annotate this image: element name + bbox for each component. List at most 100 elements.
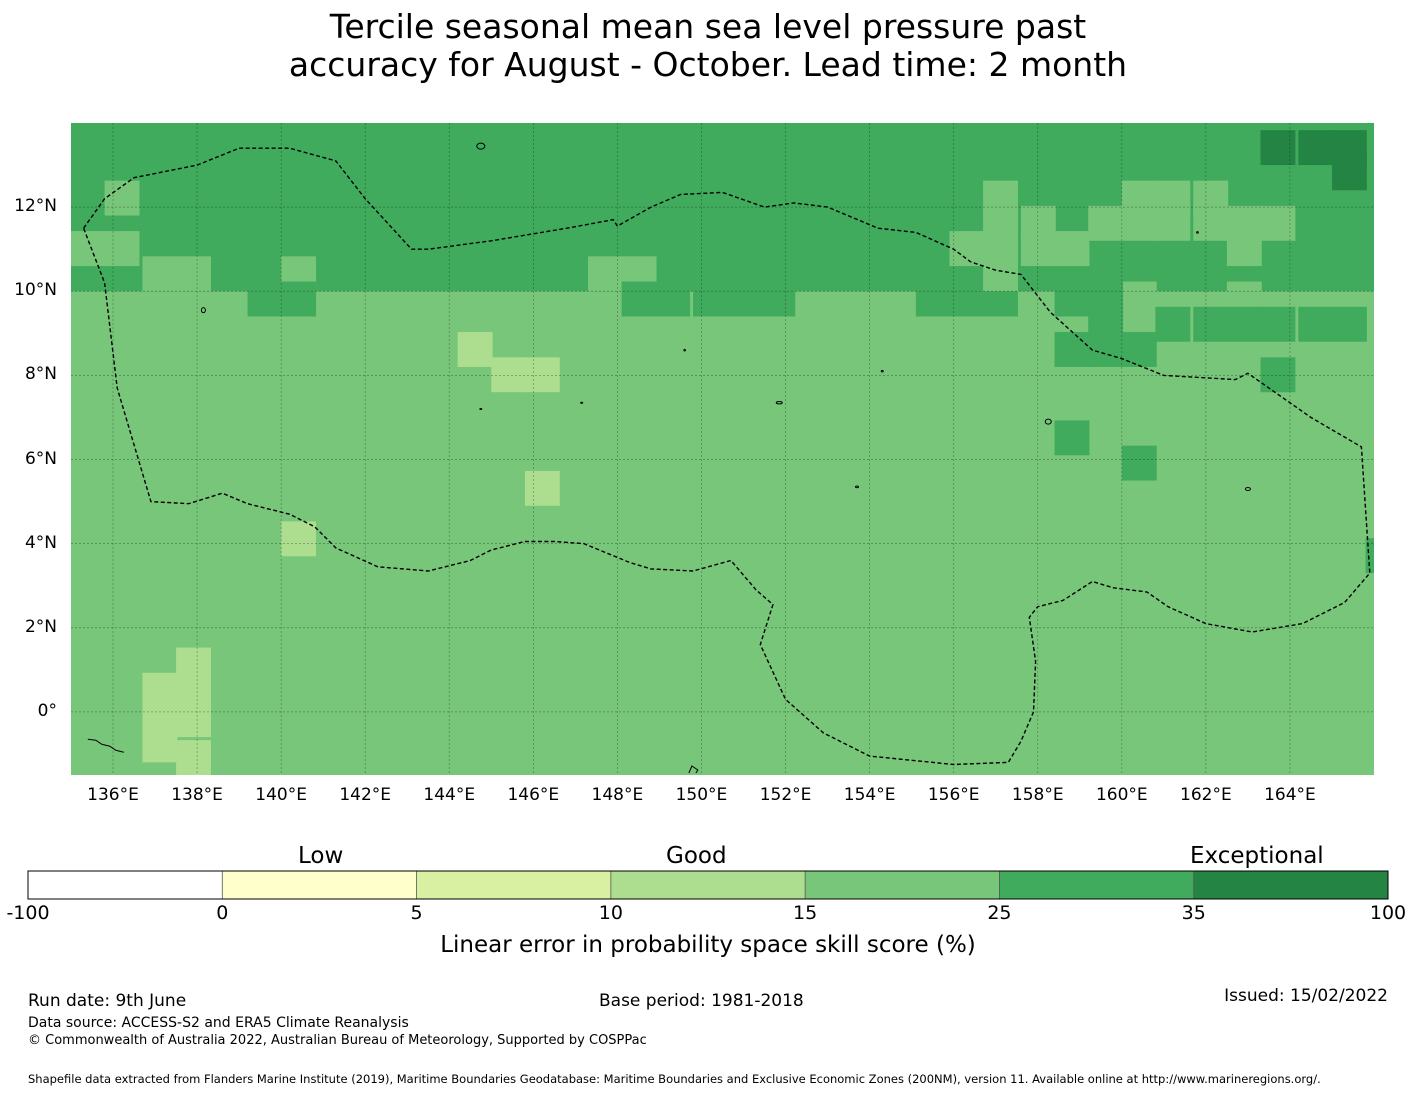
colorbar-tick-label: 25: [987, 902, 1012, 924]
skill-grid-cell: [247, 281, 283, 317]
run-date: Run date: 9th June: [28, 991, 187, 1011]
longitude-tick-label: 140°E: [255, 785, 307, 805]
skill-grid-cell: [176, 647, 211, 683]
longitude-tick-label: 156°E: [927, 785, 980, 805]
longitude-tick-label: 146°E: [507, 785, 560, 805]
skill-grid-cell: [1054, 231, 1090, 267]
colorbar-tick-label: 100: [1369, 902, 1407, 924]
skill-grid-cell: [1121, 180, 1157, 216]
colorbar-segment: [416, 871, 611, 899]
colorbar-frame: [27, 870, 1389, 900]
longitude-tick-label: 150°E: [675, 785, 728, 805]
colorbar-segment: [805, 871, 1000, 899]
skill-grid-cell: [457, 332, 493, 367]
island-outline: [855, 485, 860, 489]
latitude-tick-label: 0°: [37, 700, 57, 721]
island-outline: [479, 408, 483, 411]
skill-grid-cell: [524, 357, 560, 393]
colorbar-segment: [610, 871, 806, 899]
skill-grid-cell: [1088, 205, 1124, 241]
island-outline: [880, 369, 884, 373]
coastline-west: [87, 738, 124, 753]
colorbar-segment: [222, 871, 417, 899]
skill-grid-cell: [1226, 306, 1262, 342]
data-source: Data source: ACCESS-S2 and ERA5 Climate …: [28, 1015, 409, 1031]
skill-grid-cell: [1298, 306, 1334, 342]
map-title: Tercile seasonal mean sea level pressure…: [0, 8, 1416, 84]
longitude-tick-label: 144°E: [423, 785, 476, 805]
island-outline: [476, 142, 486, 150]
skill-grid-cell: [1155, 180, 1191, 216]
skill-grid-cell: [1193, 306, 1229, 342]
island-outline: [1044, 418, 1052, 425]
skill-grid-cell: [726, 281, 762, 317]
latitude-tick-label: 6°N: [24, 448, 57, 469]
colorbar-segment: [999, 871, 1194, 899]
island-outline: [683, 348, 686, 352]
latitude-tick-label: 2°N: [24, 616, 57, 637]
copyright: © Commonwealth of Australia 2022, Austra…: [28, 1033, 647, 1048]
skill-grid-cell: [1331, 155, 1367, 191]
skill-grid-cell: [1365, 538, 1374, 574]
skill-grid-cell: [1054, 332, 1090, 367]
colorbar-segment: [1193, 871, 1388, 899]
skill-grid-cell: [142, 672, 178, 708]
category-good: Good: [666, 843, 727, 869]
island-outline: [1244, 486, 1251, 491]
category-exceptional: Exceptional: [1190, 843, 1324, 869]
skill-grid-cell: [1155, 306, 1191, 342]
skill-grid-cell: [1260, 130, 1296, 166]
skill-grid-cell: [1193, 180, 1229, 216]
colorbar-tick-label: -100: [6, 902, 50, 924]
longitude-tick-label: 154°E: [843, 785, 896, 805]
longitude-tick-label: 152°E: [759, 785, 812, 805]
colorbar-tick-label: 35: [1181, 902, 1206, 924]
island-outline: [775, 401, 783, 405]
title-line-1: Tercile seasonal mean sea level pressure…: [329, 7, 1087, 46]
longitude-tick-label: 142°E: [339, 785, 392, 805]
skill-grid-cell: [949, 231, 985, 267]
skill-grid-cell: [915, 281, 951, 317]
base-period: Base period: 1981-2018: [599, 991, 804, 1011]
skill-grid-cell: [1054, 420, 1090, 456]
island-outline: [1196, 231, 1199, 234]
skill-grid-cell: [176, 740, 211, 775]
skill-grid-cell: [104, 231, 140, 267]
category-low: Low: [298, 843, 344, 869]
skill-grid-cell: [524, 470, 560, 506]
skill-grid-cell: [1054, 281, 1090, 317]
skill-grid-cell: [1298, 130, 1334, 166]
shapefile-credit: Shapefile data extracted from Flanders M…: [28, 1072, 1321, 1086]
skill-grid-cell: [142, 256, 178, 292]
coastline-south: [688, 765, 699, 774]
skill-grid-cell: [491, 357, 527, 393]
skill-grid-cell: [983, 256, 1018, 292]
latitude-tick-label: 8°N: [24, 364, 57, 385]
skill-grid-cell: [176, 702, 211, 738]
skill-grid-cell: [176, 256, 211, 292]
issued-date: Issued: 15/02/2022: [1224, 986, 1388, 1006]
longitude-tick-label: 162°E: [1180, 785, 1232, 805]
skill-grid-cell: [621, 281, 657, 317]
longitude-tick-label: 158°E: [1011, 785, 1064, 805]
skill-grid-cell: [1121, 281, 1157, 317]
longitude-tick-label: 164°E: [1264, 785, 1316, 805]
skill-grid-cell: [1121, 445, 1157, 481]
longitude-tick-label: 148°E: [591, 785, 644, 805]
skill-grid-cell: [1260, 357, 1296, 393]
skill-grid-cell: [693, 281, 728, 317]
skill-grid-cell: [104, 180, 140, 216]
colorbar-title: Linear error in probability space skill …: [440, 932, 976, 958]
skill-grid-cell: [1226, 231, 1262, 267]
skill-grid-cell: [587, 256, 623, 292]
longitude-tick-label: 160°E: [1095, 785, 1148, 805]
skill-grid-cell: [142, 727, 178, 763]
skill-grid-cell: [949, 281, 985, 317]
skill-grid-cell: [281, 521, 317, 557]
colorbar-tick-label: 5: [410, 902, 423, 924]
skill-grid-cell: [655, 281, 691, 317]
colorbar-tick-label: 10: [598, 902, 623, 924]
skill-grid-cell: [1088, 332, 1124, 367]
latitude-tick-label: 4°N: [24, 532, 57, 553]
